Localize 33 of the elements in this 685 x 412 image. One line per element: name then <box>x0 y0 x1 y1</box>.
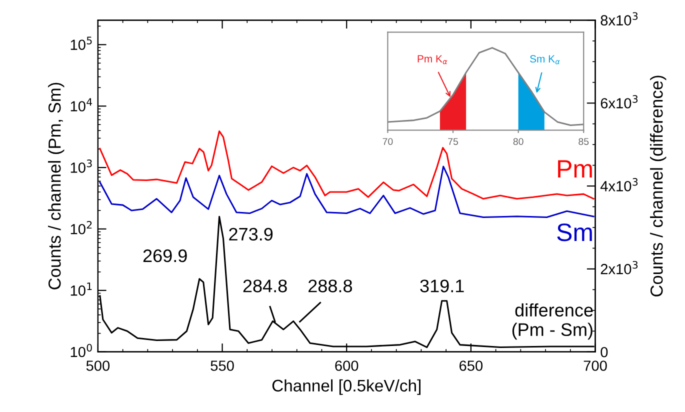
x-axis-title: Channel [0.5keV/ch] <box>272 379 420 395</box>
x-tick-label: 85 <box>578 138 589 145</box>
y-tick-label: 10$^{2}$ <box>70 220 92 234</box>
series-label: Sm <box>557 223 592 242</box>
y2-tick-label: 0 <box>600 346 608 358</box>
annotation: Sm K$_{α}$ <box>530 55 560 64</box>
y-tick-label: 10$^{1}$ <box>70 282 92 296</box>
x-tick-label: 700 <box>584 360 607 371</box>
y-tick-label: 10$^{5}$ <box>70 36 92 50</box>
x-tick-label: 500 <box>86 360 110 371</box>
y-axis-title: Counts / channel (Pm, Sm) <box>48 82 64 290</box>
annotation: 273.9 <box>229 228 273 241</box>
x-tick-label: 75 <box>448 138 458 145</box>
annotation: 269.9 <box>143 249 187 262</box>
annotation: Pm K$_{α}$ <box>418 55 448 64</box>
x-tick-label: 650 <box>460 360 483 371</box>
x-tick-label: 600 <box>335 360 358 371</box>
y-tick-label: 10$^{0}$ <box>70 344 92 358</box>
annotation: 288.8 <box>308 280 352 292</box>
annotation: 319.1 <box>420 280 464 292</box>
y2-axis-title: Counts / channel (difference) <box>650 76 666 296</box>
y2-tick-label: 8x10$^{3}$ <box>600 12 638 26</box>
y2-tick-label: 6x10$^{3}$ <box>600 95 638 108</box>
y-tick-label: 10$^{3}$ <box>70 160 92 173</box>
x-tick-label: 550 <box>210 360 234 371</box>
series-label: Pm <box>558 160 592 178</box>
y2-tick-label: 2x10$^{3}$ <box>600 260 638 274</box>
x-tick-label: 70 <box>382 138 393 145</box>
y-tick-label: 10$^{4}$ <box>70 98 92 112</box>
y2-tick-label: 4x10$^{3}$ <box>600 178 638 192</box>
x-tick-label: 80 <box>513 138 524 145</box>
series-label: difference (Pm - Sm) <box>512 303 593 340</box>
annotation: 284.8 <box>243 280 287 292</box>
